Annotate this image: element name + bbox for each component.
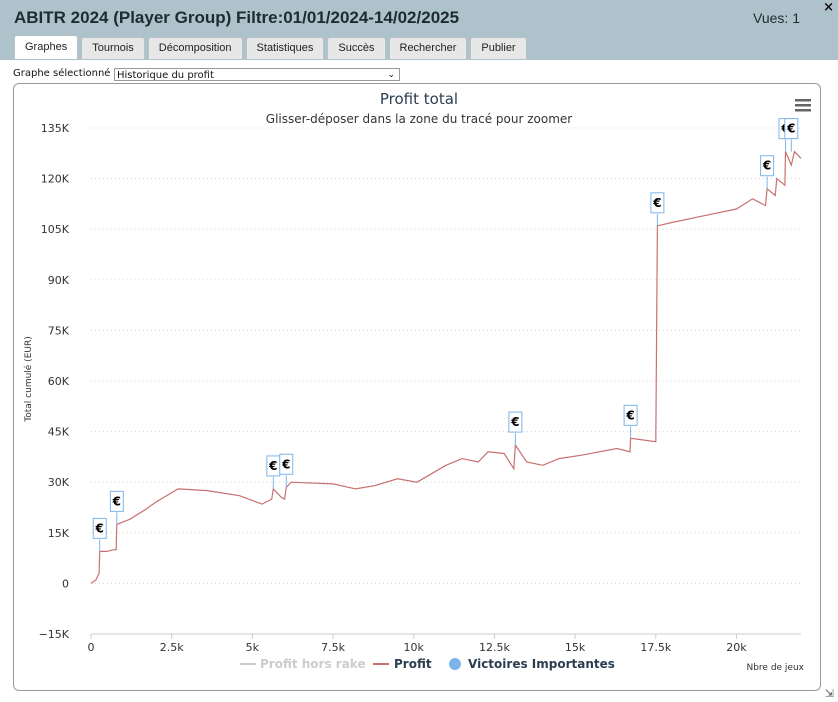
- window-title: ABITR 2024 (Player Group) Filtre:01/01/2…: [14, 8, 460, 27]
- euro-icon: €: [268, 459, 277, 473]
- y-tick-label: 45K: [48, 426, 70, 439]
- tab-decomposition[interactable]: Décomposition: [147, 37, 243, 59]
- y-tick-label: 135K: [41, 122, 70, 135]
- euro-icon: €: [625, 408, 634, 422]
- victory-marker: €: [623, 404, 638, 439]
- victory-marker-flag: [92, 517, 107, 539]
- x-tick-label: 5k: [246, 641, 260, 654]
- views-count: Vues: 1: [753, 10, 800, 26]
- x-tick-label: 12.5k: [479, 641, 510, 654]
- y-tick-label: 60K: [48, 375, 70, 388]
- x-tick-label: 10k: [404, 641, 425, 654]
- euro-icon: €: [652, 196, 661, 210]
- legend-label: Profit hors rake: [260, 657, 366, 671]
- y-tick-label: 15K: [48, 527, 70, 540]
- victory-marker: €: [784, 118, 799, 152]
- euro-icon: €: [510, 415, 519, 429]
- victory-marker: €: [92, 517, 107, 552]
- victory-marker-flag: [650, 192, 665, 214]
- graph-select-value: Historique du profit: [117, 70, 214, 81]
- tab-succes[interactable]: Succès: [327, 37, 386, 59]
- legend-item-victoires[interactable]: Victoires Importantes: [449, 657, 615, 671]
- y-tick-label: 75K: [48, 324, 70, 337]
- x-tick-label: 15k: [565, 641, 586, 654]
- victory-marker-flag: [279, 453, 294, 475]
- y-tick-label: 0: [62, 577, 69, 590]
- x-tick-label: 17.5k: [640, 641, 671, 654]
- graph-select-dropdown[interactable]: Historique du profit ⌄: [114, 68, 400, 81]
- victory-marker-flag: [623, 404, 638, 426]
- profit-line: [90, 150, 802, 584]
- series: [90, 150, 802, 584]
- graph-select-label: Graphe sélectionné :: [13, 68, 117, 79]
- euro-icon: €: [281, 457, 290, 471]
- euro-icon: €: [762, 159, 771, 173]
- tab-bar: Graphes Tournois Décomposition Statistiq…: [14, 35, 527, 60]
- tab-statistiques[interactable]: Statistiques: [245, 37, 325, 59]
- victory-marker: €: [279, 453, 294, 488]
- victory-marker: €: [508, 411, 523, 446]
- euro-icon: €: [95, 521, 104, 535]
- legend-label: Profit: [394, 657, 432, 671]
- x-tick-label: 2.5k: [160, 641, 184, 654]
- legend-label: Victoires Importantes: [468, 657, 615, 671]
- tab-publier[interactable]: Publier: [470, 37, 527, 59]
- x-tick-label: 20k: [726, 641, 747, 654]
- y-tick-label: 90K: [48, 274, 70, 287]
- chevron-down-icon: ⌄: [387, 70, 395, 80]
- legend: Profit hors rake Profit Victoires Import…: [240, 657, 615, 671]
- tab-tournois[interactable]: Tournois: [81, 37, 145, 59]
- close-icon[interactable]: ×: [823, 0, 834, 15]
- victory-marker-flag: [784, 118, 799, 140]
- y-tick-label: 105K: [41, 223, 70, 236]
- chart-title: Profit total: [380, 90, 458, 108]
- x-tick-label: 7.5k: [321, 641, 345, 654]
- resize-handle-icon[interactable]: ⇲: [824, 687, 834, 700]
- victory-marker: €: [760, 155, 775, 189]
- victory-markers: €€€€€€€€€€: [92, 118, 799, 552]
- y-tick-label: 30K: [48, 476, 70, 489]
- chart-panel: Profit total Glisser-déposer dans la zon…: [13, 83, 821, 691]
- victory-marker-flag: [508, 411, 523, 433]
- victory-marker-flag: [109, 490, 124, 512]
- profit-chart[interactable]: Profit total Glisser-déposer dans la zon…: [14, 84, 820, 690]
- legend-item-profit-hors-rake[interactable]: Profit hors rake: [240, 657, 366, 671]
- x-tick-label: 0: [88, 641, 95, 654]
- axes: −15K 0 15K 30K 45K 60K 75K 90K 105K 120K 135K 0 2.5k…: [39, 122, 801, 654]
- title-bar: ABITR 2024 (Player Group) Filtre:01/01/2…: [0, 0, 838, 60]
- euro-icon: €: [786, 122, 795, 136]
- victory-marker: €: [650, 192, 665, 226]
- victory-marker-flag: [760, 155, 775, 177]
- x-axis-label: Nbre de jeux: [746, 663, 804, 673]
- y-tick-label: −15K: [39, 628, 70, 641]
- euro-icon: €: [112, 494, 121, 508]
- tab-rechercher[interactable]: Rechercher: [388, 37, 468, 59]
- y-axis-label: Total cumulé (EUR): [23, 336, 34, 422]
- victory-marker: €: [266, 455, 281, 489]
- tab-graphes[interactable]: Graphes: [14, 35, 79, 59]
- y-tick-label: 120K: [41, 173, 70, 186]
- legend-item-profit[interactable]: Profit: [373, 657, 432, 671]
- chart-subtitle: Glisser-déposer dans la zone du tracé po…: [266, 112, 572, 126]
- victory-marker: €: [109, 490, 124, 525]
- grid: [91, 127, 801, 635]
- menu-icon[interactable]: [795, 99, 811, 112]
